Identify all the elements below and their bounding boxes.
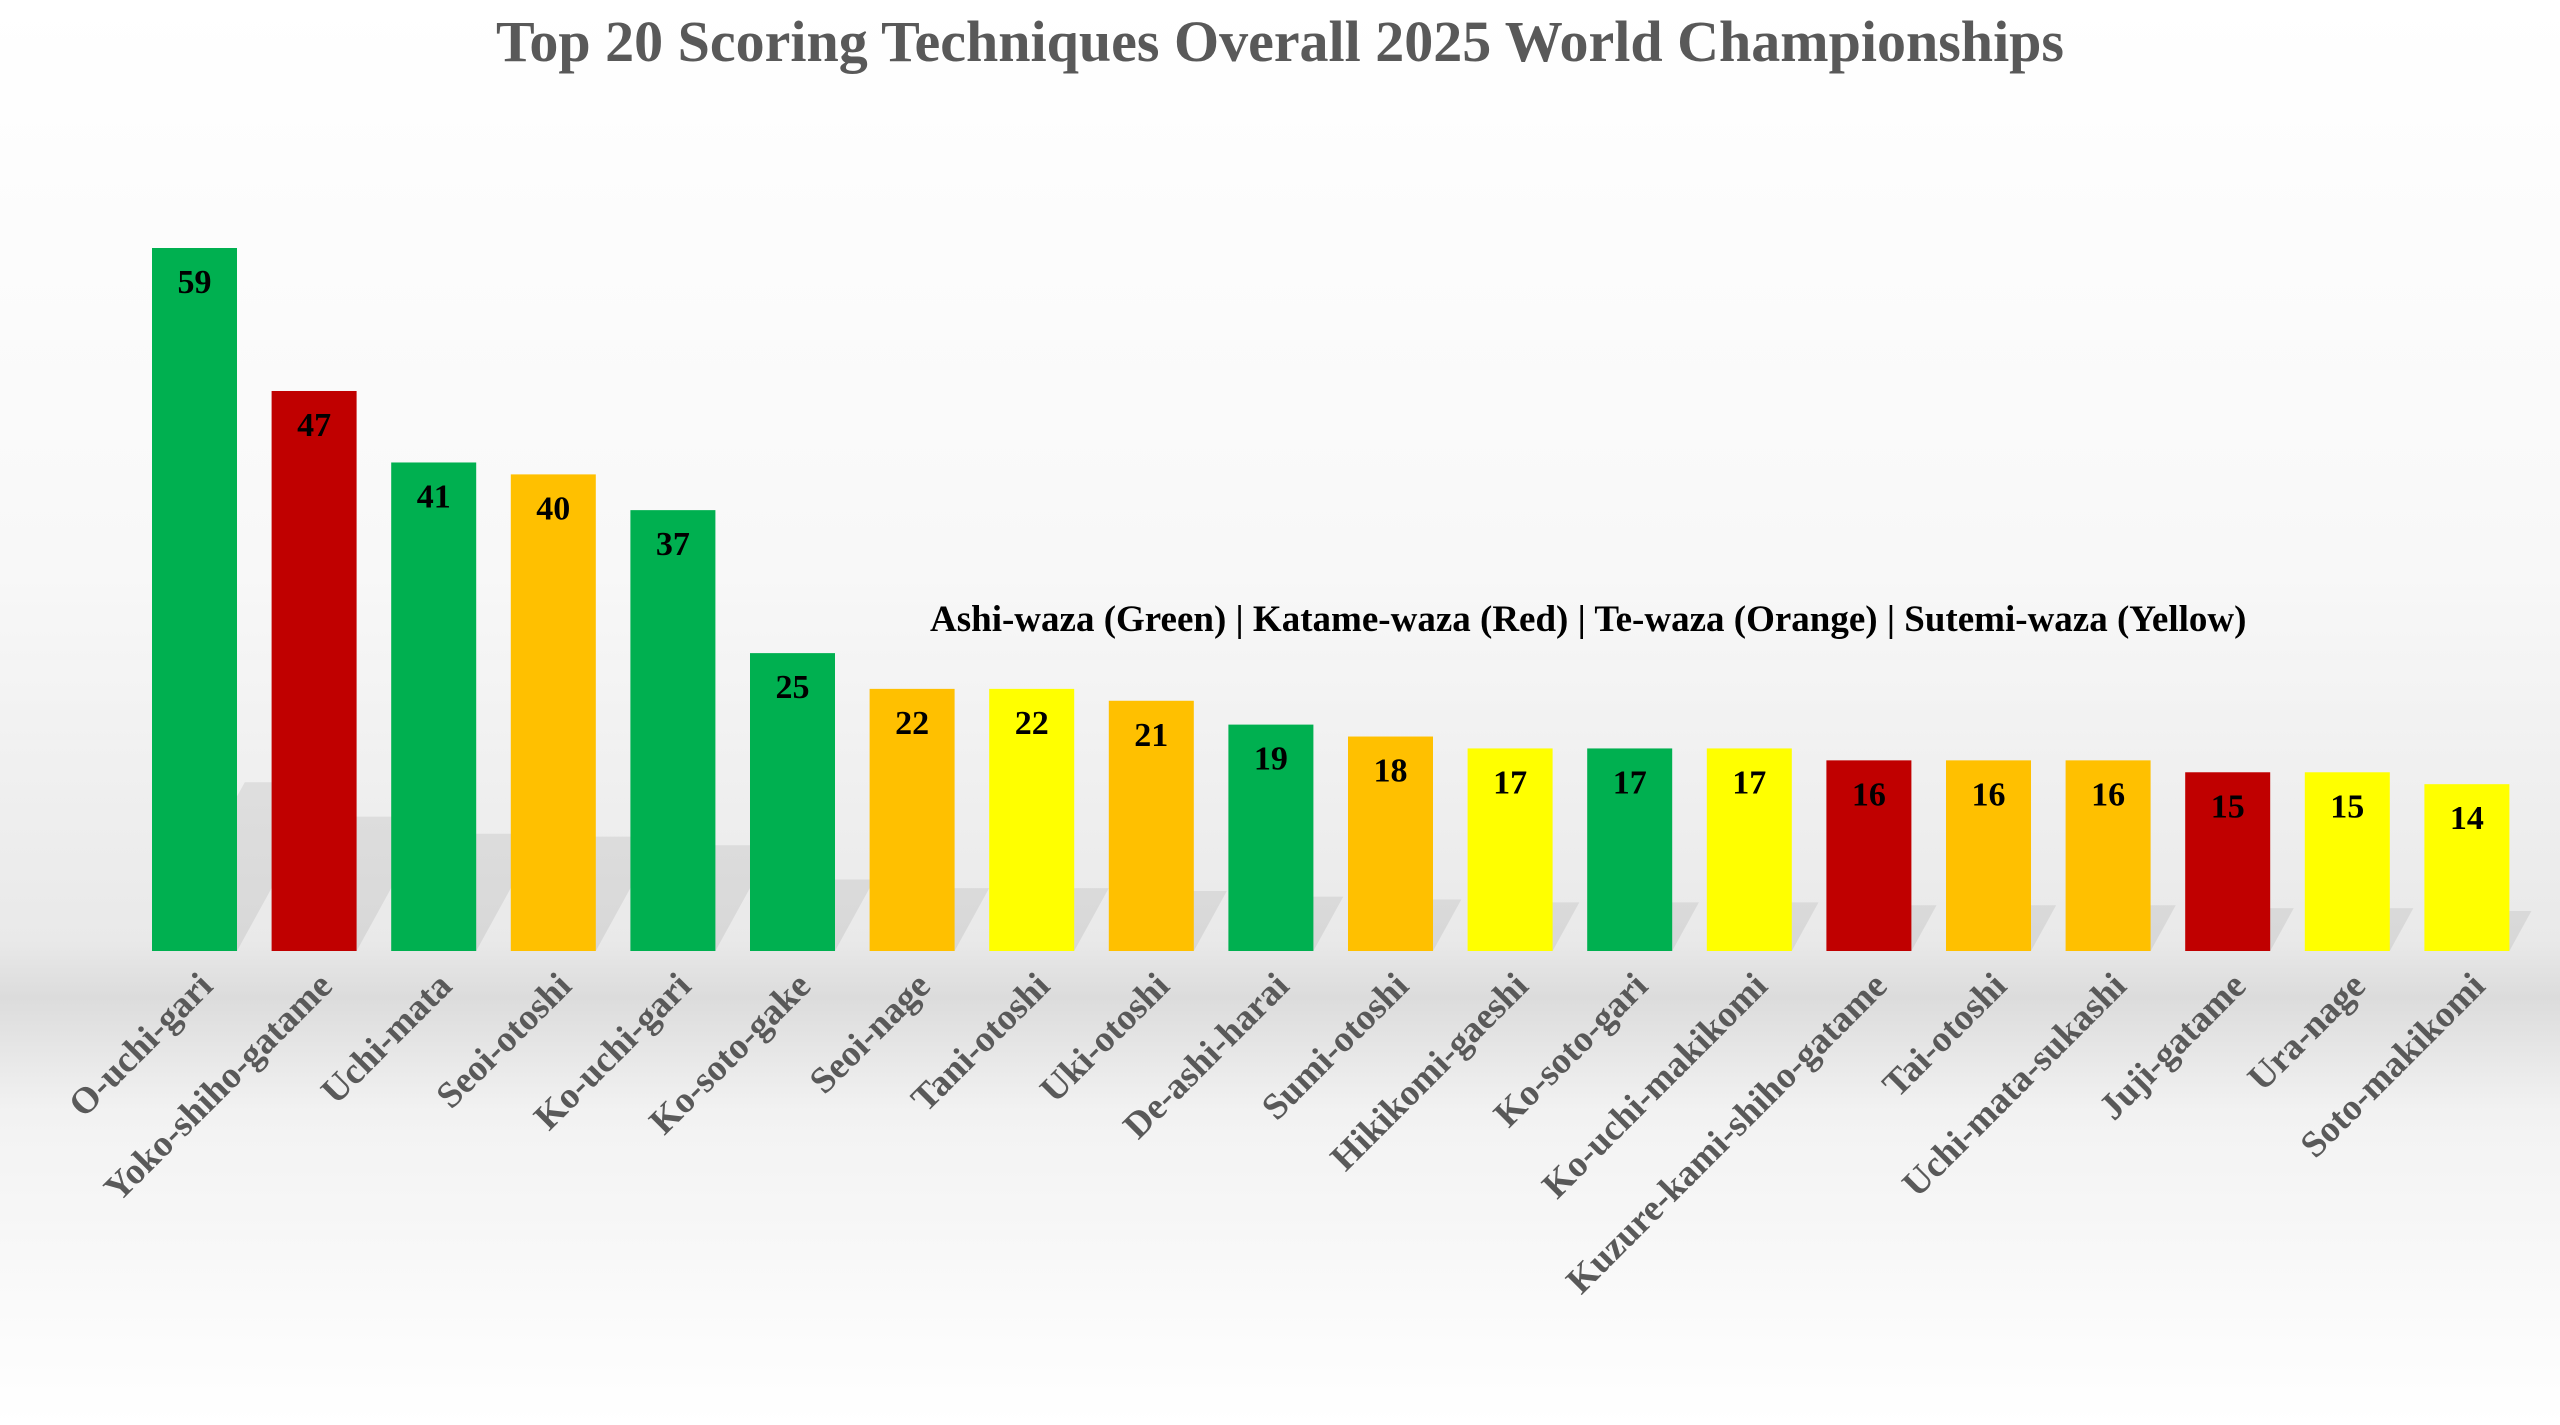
bar <box>1706 748 1792 951</box>
bar <box>1348 736 1433 951</box>
bar <box>2185 772 2271 951</box>
bar <box>869 688 955 951</box>
bar <box>391 462 477 951</box>
bar <box>2065 760 2151 951</box>
bar <box>271 390 357 952</box>
legend-note: Ashi-waza (Green) | Katame-waza (Red) | … <box>930 599 2247 640</box>
category-label: Ko-uchi-makikomi <box>1534 965 1775 1206</box>
data-label: 17 <box>1613 764 1647 801</box>
chart-title: Top 20 Scoring Techniques Overall 2025 W… <box>495 9 2065 74</box>
data-label: 15 <box>2211 788 2245 825</box>
bar-shadows <box>152 782 2532 951</box>
category-label: Yoko-shiho-gatame <box>96 965 340 1209</box>
data-label: 16 <box>1852 776 1886 813</box>
bar <box>750 653 835 951</box>
bar <box>152 248 237 951</box>
data-label: 47 <box>297 407 331 444</box>
data-label: 17 <box>1493 764 1527 801</box>
data-label: 41 <box>417 478 451 515</box>
data-label: 59 <box>178 264 212 301</box>
data-label: 17 <box>1732 764 1766 801</box>
bar <box>1946 760 2031 951</box>
bar <box>1228 724 1314 951</box>
data-label: 19 <box>1254 741 1288 778</box>
bar <box>1467 748 1553 951</box>
data-label: 37 <box>656 526 690 563</box>
data-label: 40 <box>536 490 570 527</box>
bar <box>2304 772 2390 951</box>
data-label: 22 <box>1015 705 1049 742</box>
data-label: 16 <box>1972 776 2006 813</box>
data-labels: 59 47 41 40 37 25 22 22 21 19 18 17 17 17 16 16 16 15 15 14 <box>178 264 2484 837</box>
data-label: 16 <box>2091 776 2125 813</box>
bar <box>989 688 1075 951</box>
bar <box>1826 760 1912 951</box>
category-labels: O-uchi-gariYoko-shiho-gatameUchi-mataSeo… <box>61 965 2493 1302</box>
bar <box>1108 700 1194 951</box>
bar <box>630 510 716 951</box>
bar <box>2424 784 2510 951</box>
data-label: 14 <box>2450 800 2484 837</box>
bar <box>1587 748 1673 951</box>
data-label: 25 <box>776 669 810 706</box>
bar <box>510 474 596 951</box>
data-label: 22 <box>895 705 929 742</box>
bars <box>152 248 2510 952</box>
category-label: Uchi-mata-sukashi <box>1895 965 2135 1205</box>
data-label: 15 <box>2330 788 2364 825</box>
data-label: 21 <box>1134 717 1168 754</box>
data-label: 18 <box>1374 753 1408 790</box>
